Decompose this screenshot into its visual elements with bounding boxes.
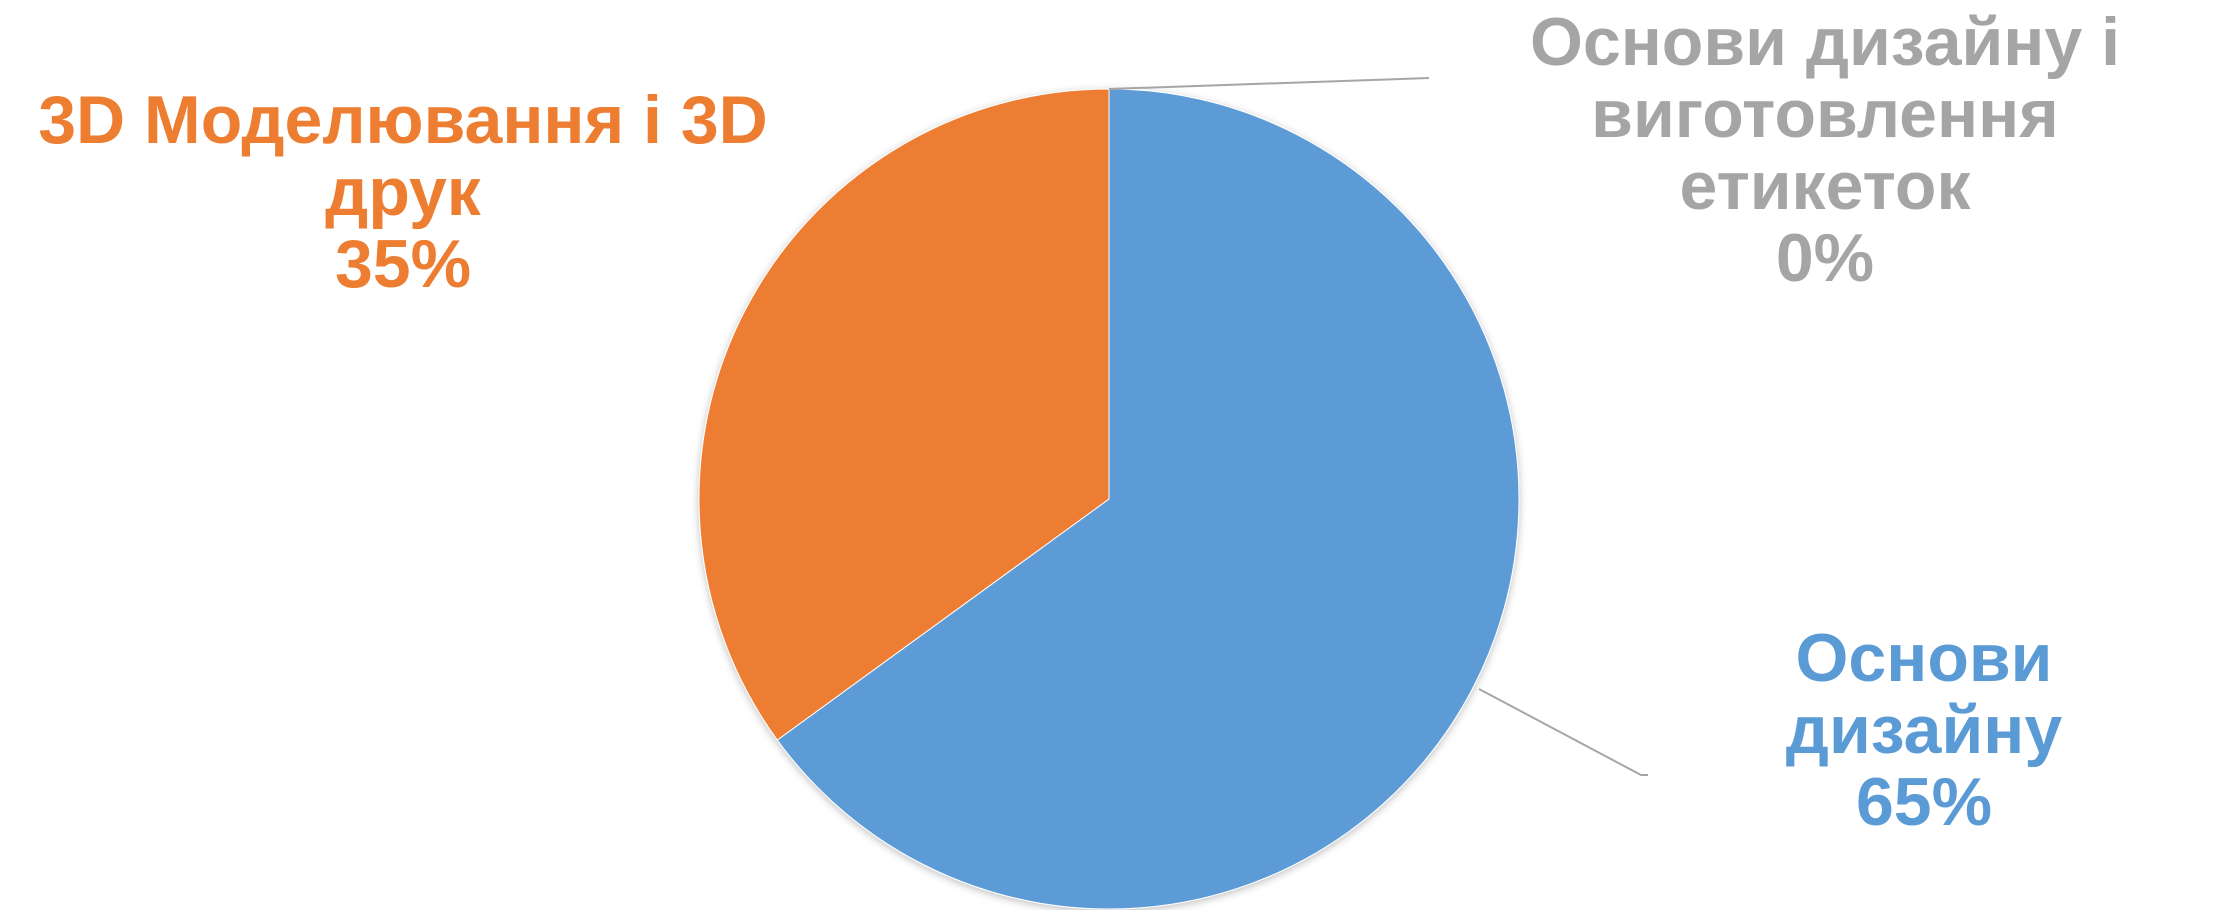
value-label: 65% <box>1855 764 1993 840</box>
value-label: 35% <box>334 226 472 302</box>
data-label: 3D Моделювання і 3D друк 35% <box>0 84 806 300</box>
data-label: Основи дизайну 65% <box>1734 622 2114 838</box>
pie-slice <box>776 88 1520 910</box>
value-label: 0% <box>1775 220 1875 296</box>
pie <box>698 88 1520 910</box>
pie-slice <box>698 88 1110 741</box>
leader-line <box>1108 77 1430 90</box>
data-label: Основи дизайну і виготовлення етикеток 0% <box>1440 6 2210 294</box>
leader-line <box>1478 688 1648 776</box>
category-label: Основи дизайну <box>1785 620 2063 768</box>
category-label: 3D Моделювання і 3D друк <box>38 82 768 230</box>
category-label: Основи дизайну і виготовлення етикеток <box>1530 4 2120 224</box>
